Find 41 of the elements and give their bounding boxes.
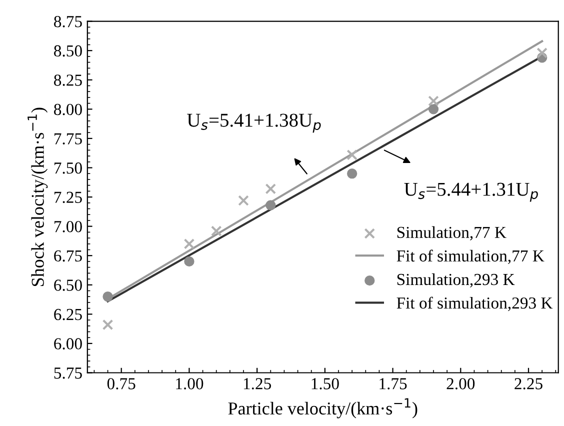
legend-label: Fit of simulation,293 K	[396, 296, 553, 312]
point	[346, 149, 358, 160]
y-tick-label: 6.25	[54, 308, 82, 320]
y-tick-label: 6.75	[54, 250, 82, 262]
x-tick-label: 1.25	[244, 378, 271, 390]
x-tick-label: 1.50	[312, 378, 339, 390]
point	[102, 292, 113, 302]
legend-label: Fit of simulation,77 K	[396, 250, 544, 264]
y-tick-label: 7.25	[54, 192, 82, 204]
y-axis-title: Shock velocity/(km·s$^{−1}$)	[28, 108, 48, 286]
x-tick-label: 0.75	[107, 378, 136, 390]
x-tick-label: 2.00	[446, 378, 475, 390]
y-tick-label: 8.75	[54, 16, 82, 28]
point	[266, 200, 276, 210]
point	[346, 168, 358, 179]
point	[265, 183, 276, 194]
point	[184, 238, 195, 250]
point	[536, 47, 548, 58]
x-tick-label: 1.75	[380, 378, 407, 390]
y-tick-label: 5.75	[54, 368, 82, 379]
y-tick-label: 8.50	[54, 45, 82, 57]
y-tick-label: 8.00	[54, 104, 82, 116]
legend-label: Simulation,293 K	[397, 273, 515, 288]
annotation: U$_{s}$=5.41+1.38U$_{p}$	[187, 114, 321, 133]
x-tick-label: 2.25	[514, 378, 542, 390]
y-tick-label: 7.50	[54, 162, 82, 174]
point	[102, 319, 114, 330]
y-tick-label: 7.75	[54, 133, 82, 144]
y-tick-label: 8.25	[54, 74, 82, 86]
point	[210, 226, 222, 236]
y-tick-label: 6.50	[54, 280, 82, 291]
point	[238, 195, 249, 206]
point	[428, 104, 439, 114]
legend-label: Simulation,77 K	[397, 226, 506, 240]
y-tick-label: 6.00	[54, 338, 82, 350]
point	[428, 96, 439, 106]
y-tick-label: 7.00	[54, 221, 82, 232]
point	[184, 256, 194, 267]
annotation: U$_{s}$=5.44+1.31U$_{p}$	[404, 182, 538, 202]
x-tick-label: 1.00	[176, 378, 204, 390]
x-axis-title: Particle velocity/(km·s$^{−1}$)	[228, 398, 418, 418]
